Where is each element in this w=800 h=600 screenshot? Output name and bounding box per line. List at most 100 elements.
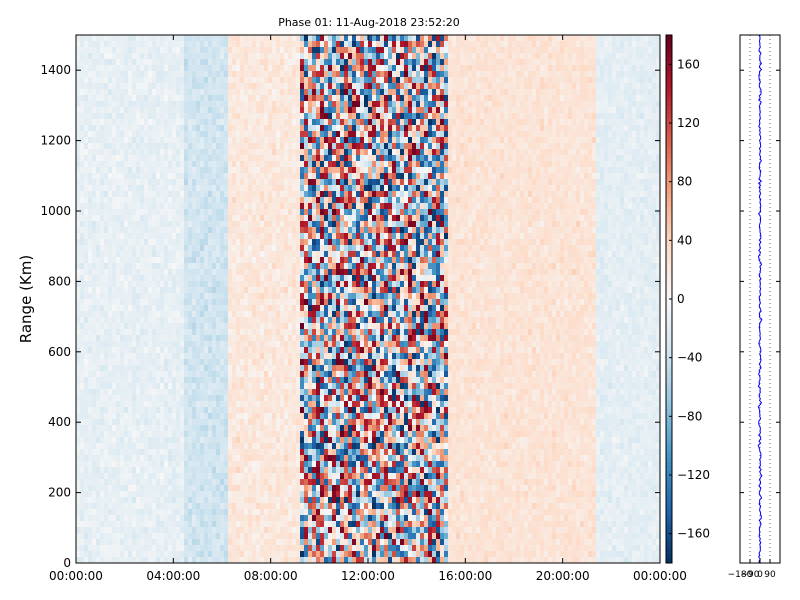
heatmap-cell [80, 521, 85, 528]
heatmap-cell [252, 221, 257, 228]
heatmap-cell [272, 65, 277, 72]
heatmap-cell [140, 359, 145, 366]
heatmap-cell [124, 47, 129, 54]
heatmap-cell [300, 47, 305, 54]
heatmap-cell [188, 431, 193, 438]
heatmap-cell [108, 443, 113, 450]
heatmap-cell [112, 479, 117, 486]
heatmap-cell [288, 485, 293, 492]
heatmap-cell [208, 359, 213, 366]
heatmap-cell [152, 161, 157, 168]
heatmap-cell [192, 545, 197, 552]
heatmap-cell [232, 113, 237, 120]
heatmap-cell [160, 203, 165, 210]
heatmap-cell [96, 125, 101, 132]
heatmap-cell [232, 155, 237, 162]
heatmap-cell [232, 245, 237, 252]
heatmap-cell [140, 365, 145, 372]
heatmap-cell [84, 323, 89, 330]
heatmap-cell [228, 449, 233, 456]
heatmap-cell [176, 323, 181, 330]
heatmap-cell [272, 77, 277, 84]
heatmap-cell [216, 365, 221, 372]
heatmap-cell [148, 437, 153, 444]
heatmap-cell [180, 437, 185, 444]
heatmap-cell [236, 305, 241, 312]
heatmap-cell [144, 47, 149, 54]
heatmap-cell [228, 539, 233, 546]
heatmap-cell [268, 437, 273, 444]
heatmap-cell [168, 245, 173, 252]
heatmap-cell [112, 215, 117, 222]
heatmap-cell [228, 407, 233, 414]
heatmap-cell [260, 431, 265, 438]
heatmap-cell [144, 203, 149, 210]
heatmap-cell [152, 221, 157, 228]
heatmap-cell [112, 323, 117, 330]
heatmap-cell [256, 425, 261, 432]
heatmap-cell [80, 389, 85, 396]
heatmap-cell [224, 509, 229, 516]
heatmap-cell [80, 419, 85, 426]
heatmap-cell [220, 467, 225, 474]
heatmap-cell [172, 407, 177, 414]
heatmap-cell [120, 137, 125, 144]
heatmap-cell [176, 497, 181, 504]
heatmap-cell [280, 479, 285, 486]
heatmap-cell [216, 473, 221, 480]
heatmap-cell [132, 467, 137, 474]
heatmap-cell [284, 263, 289, 270]
heatmap-cell [212, 479, 217, 486]
heatmap-cell [224, 365, 229, 372]
heatmap-cell [236, 77, 241, 84]
heatmap-cell [168, 311, 173, 318]
heatmap-cell [176, 35, 181, 42]
heatmap-cell [296, 359, 301, 366]
heatmap-cell [232, 215, 237, 222]
heatmap-cell [220, 413, 225, 420]
heatmap-cell [128, 257, 133, 264]
heatmap-cell [244, 287, 249, 294]
heatmap-cell [140, 107, 145, 114]
heatmap-cell [252, 419, 257, 426]
heatmap-cell [120, 407, 125, 414]
heatmap-cell [276, 353, 281, 360]
heatmap-cell [264, 209, 269, 216]
heatmap-cell [264, 125, 269, 132]
heatmap-cell [252, 371, 257, 378]
heatmap-cell [148, 359, 153, 366]
heatmap-cell [164, 251, 169, 258]
heatmap-cell [284, 293, 289, 300]
heatmap-cell [276, 149, 281, 156]
heatmap-cell [288, 401, 293, 408]
heatmap-cell [200, 485, 205, 492]
heatmap-cell [280, 347, 285, 354]
heatmap-cell [156, 71, 161, 78]
heatmap-cell [148, 107, 153, 114]
heatmap-cell [288, 251, 293, 258]
heatmap-cell [256, 113, 261, 120]
heatmap-cell [80, 281, 85, 288]
heatmap-cell [196, 485, 201, 492]
heatmap-cell [296, 347, 301, 354]
heatmap-cell [300, 383, 305, 390]
heatmap-cell [288, 467, 293, 474]
heatmap-cell [268, 275, 273, 282]
heatmap-cell [248, 461, 253, 468]
heatmap-cell [80, 209, 85, 216]
heatmap-cell [160, 407, 165, 414]
heatmap-cell [248, 95, 253, 102]
heatmap-cell [256, 491, 261, 498]
heatmap-cell [260, 179, 265, 186]
heatmap-cell [168, 101, 173, 108]
heatmap-cell [92, 359, 97, 366]
heatmap-cell [236, 509, 241, 516]
heatmap-cell [252, 275, 257, 282]
heatmap-cell [232, 455, 237, 462]
heatmap-cell [168, 461, 173, 468]
heatmap-cell [180, 167, 185, 174]
heatmap-cell [116, 509, 121, 516]
heatmap-cell [76, 263, 81, 270]
heatmap-cell [276, 119, 281, 126]
heatmap-cell [144, 239, 149, 246]
